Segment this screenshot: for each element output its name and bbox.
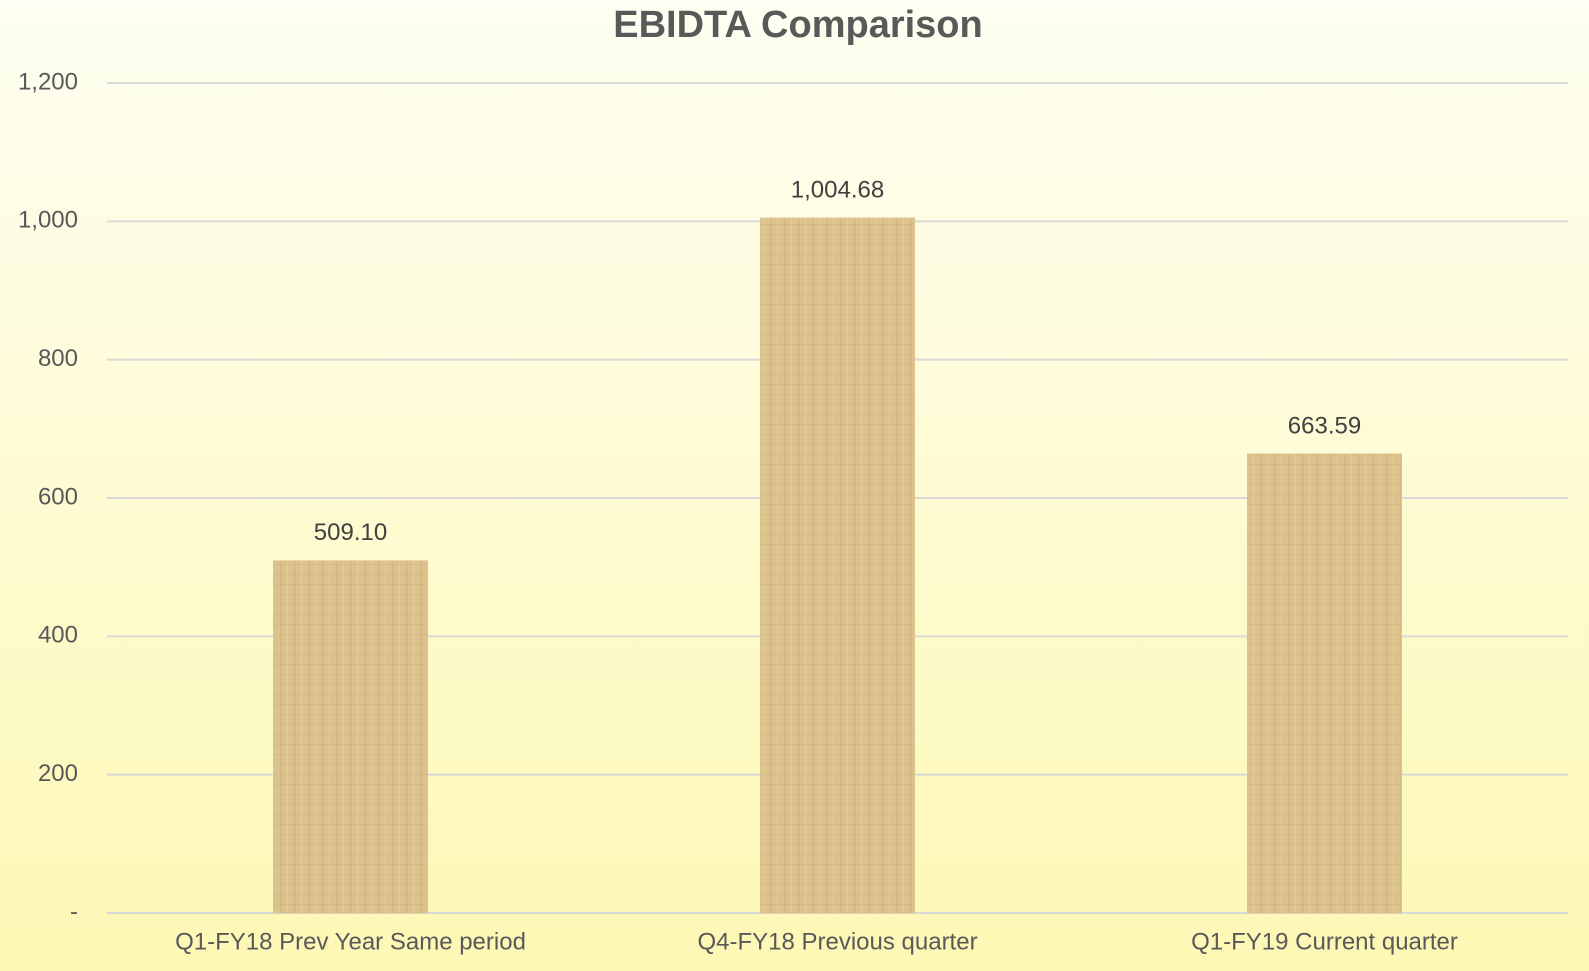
x-tick-label: Q1-FY19 Current quarter <box>1191 928 1458 955</box>
y-tick-label: 400 <box>38 622 78 649</box>
y-tick-label: 800 <box>38 345 78 372</box>
value-label: 663.59 <box>1288 412 1361 439</box>
y-tick-label: 1,200 <box>18 68 78 95</box>
bar <box>760 217 915 914</box>
y-tick-label: 1,000 <box>18 207 78 234</box>
bar <box>273 560 428 914</box>
x-tick-label: Q4-FY18 Previous quarter <box>697 928 977 955</box>
value-label: 1,004.68 <box>791 176 884 203</box>
y-tick-label: 600 <box>38 483 78 510</box>
value-label: 509.10 <box>314 519 387 546</box>
y-tick-label: - <box>70 898 78 925</box>
x-tick-label: Q1-FY18 Prev Year Same period <box>175 928 526 955</box>
y-tick-label: 200 <box>38 760 78 787</box>
chart-title: EBIDTA Comparison <box>613 4 982 46</box>
bar <box>1247 453 1402 914</box>
